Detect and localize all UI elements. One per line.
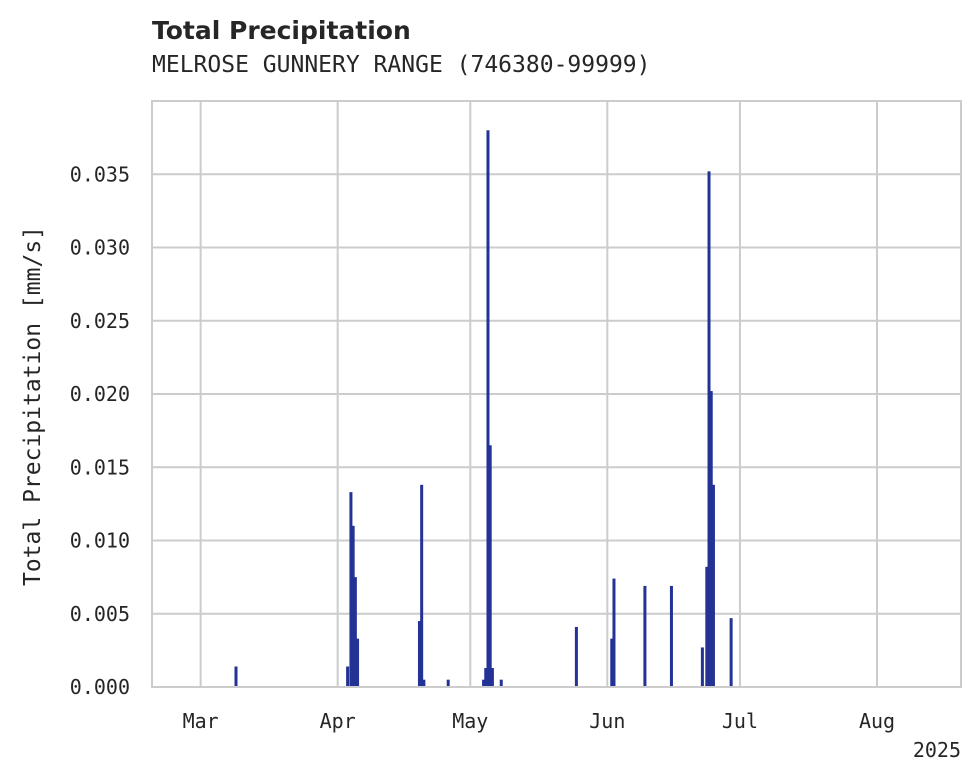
y-axis-label: Total Precipitation [mm/s] (20, 226, 46, 586)
precipitation-bar (610, 638, 614, 687)
x-tick-label: Aug (859, 709, 895, 733)
x-tick-label: Jul (722, 709, 758, 733)
x-axis-ticks: Mar Apr May Jun Jul Aug (183, 709, 896, 733)
precipitation-bar (711, 484, 715, 687)
bar-series (234, 130, 733, 688)
chart-subtitle: MELROSE GUNNERY RANGE (746380-99999) (152, 52, 651, 78)
grid-lines (152, 101, 961, 688)
precipitation-bar (346, 666, 350, 687)
precipitation-bar (700, 647, 704, 687)
y-tick-label: 0.000 (70, 675, 130, 699)
x-axis-year-offset: 2025 (913, 738, 961, 762)
y-tick-label: 0.010 (70, 529, 130, 553)
precipitation-bar (420, 484, 424, 687)
precipitation-bar (486, 130, 490, 688)
x-tick-label: Jun (589, 709, 625, 733)
y-tick-label: 0.020 (70, 382, 130, 406)
chart-title: Total Precipitation (152, 16, 411, 45)
precipitation-bar (349, 492, 353, 687)
precipitation-bar (484, 667, 488, 687)
y-tick-label: 0.035 (70, 162, 130, 186)
precipitation-bar (643, 585, 647, 687)
precipitation-bar (669, 585, 673, 687)
precipitation-bar (707, 171, 711, 687)
y-axis-ticks: 0.000 0.005 0.010 0.015 0.020 0.025 0.030 0.035 (70, 162, 130, 699)
precipitation-bar (490, 667, 494, 687)
precipitation-bar (422, 679, 426, 687)
precipitation-bar (353, 577, 357, 687)
precipitation-bar (446, 679, 450, 687)
precipitation-bar (234, 666, 238, 687)
x-tick-label: Mar (183, 709, 219, 733)
y-tick-label: 0.015 (70, 455, 130, 479)
precipitation-bar (574, 626, 578, 687)
precipitation-bar (612, 578, 616, 687)
precipitation-bar (499, 679, 503, 687)
x-tick-label: Apr (320, 709, 356, 733)
y-tick-label: 0.025 (70, 309, 130, 333)
precipitation-bar (482, 679, 486, 687)
y-tick-label: 0.005 (70, 602, 130, 626)
y-tick-label: 0.030 (70, 236, 130, 260)
plot-area-frame (151, 100, 962, 688)
precipitation-bar (351, 525, 355, 687)
precipitation-bar (488, 445, 492, 687)
precipitation-bar (709, 391, 713, 687)
precipitation-bar (417, 621, 421, 687)
precipitation-bar (356, 638, 360, 687)
precipitation-bar (705, 566, 709, 687)
precipitation-bar (729, 618, 733, 687)
x-tick-label: May (452, 709, 488, 733)
